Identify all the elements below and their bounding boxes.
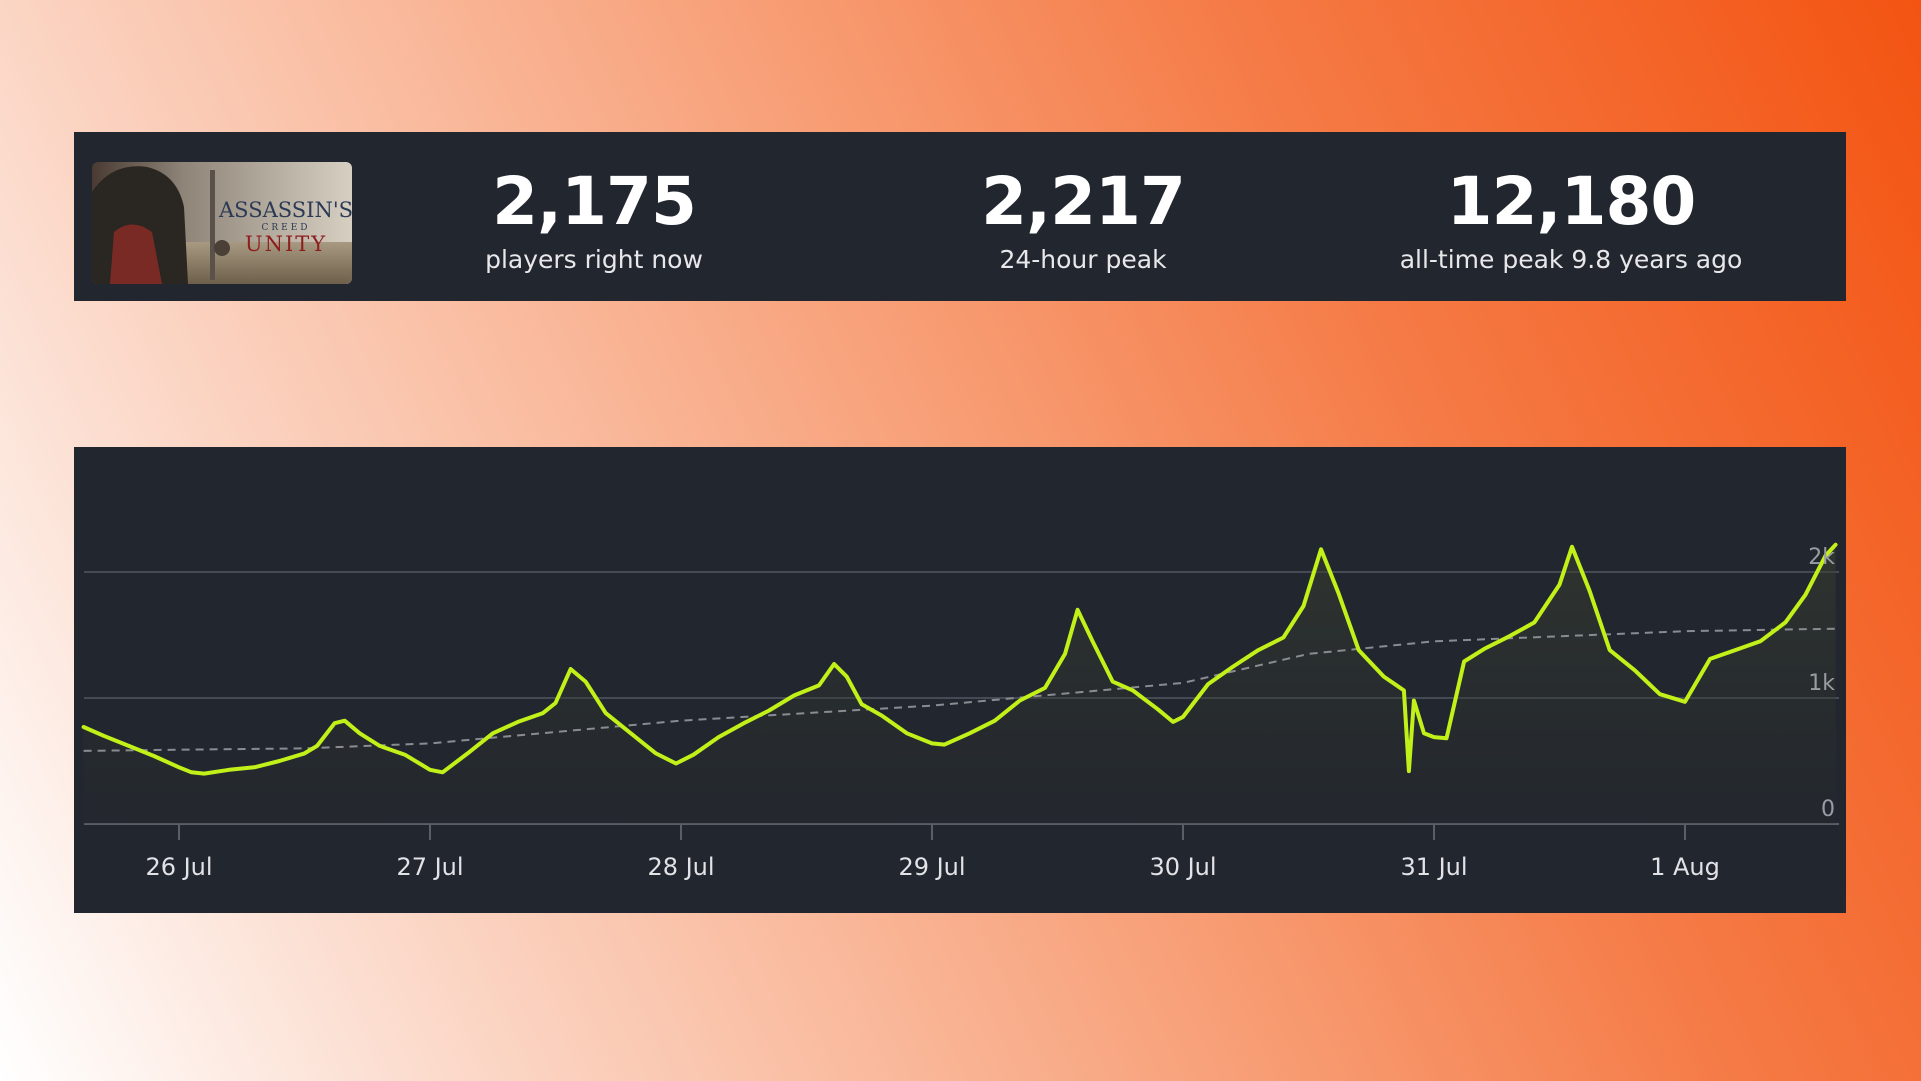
chart-canvas: 0 1k 2k 26 Jul 27 Jul 28 Jul 29 Jul 30 Jul 31 Ju… [81, 542, 1839, 881]
peak-24h-stat: 2,217 24-hour peak [843, 162, 1323, 276]
x-tick-label-6: 1 Aug [1650, 853, 1720, 881]
series-players-line [81, 542, 1838, 776]
current-players-stat: 2,175 players right now [354, 162, 834, 276]
x-tick-label-1: 27 Jul [396, 853, 463, 881]
player-count-chart[interactable]: 0 1k 2k 26 Jul 27 Jul 28 Jul 29 Jul 30 Jul 31 Ju… [74, 447, 1846, 913]
y-tick-label-1: 1k [1808, 671, 1835, 696]
x-tick-label-3: 29 Jul [898, 853, 965, 881]
series-area-fill [83, 544, 1836, 824]
x-tick-label-5: 31 Jul [1400, 853, 1467, 881]
game-cover-thumbnail[interactable]: ASSASSIN'S CREED UNITY [92, 162, 352, 284]
peak-24h-label: 24-hour peak [999, 245, 1167, 274]
y-tick-label-0: 0 [1821, 797, 1835, 822]
x-tick-label-0: 26 Jul [145, 853, 212, 881]
logo-line2: CREED [261, 223, 310, 233]
x-tick-label-2: 28 Jul [647, 853, 714, 881]
current-players-label: players right now [485, 245, 703, 274]
alltime-peak-value: 12,180 [1446, 163, 1697, 240]
y-tick-label-2: 2k [1808, 545, 1835, 570]
logo-line1: ASSASSIN'S [218, 198, 352, 222]
alltime-peak-stat: 12,180 all-time peak 9.8 years ago [1331, 162, 1811, 276]
alltime-peak-label: all-time peak 9.8 years ago [1399, 245, 1743, 274]
logo-line3: UNITY [245, 232, 327, 256]
x-tick-label-4: 30 Jul [1149, 853, 1216, 881]
player-stats-bar: ASSASSIN'S CREED UNITY 2,175 players rig… [74, 132, 1846, 301]
current-players-value: 2,175 [492, 163, 697, 240]
peak-24h-value: 2,217 [981, 163, 1186, 240]
